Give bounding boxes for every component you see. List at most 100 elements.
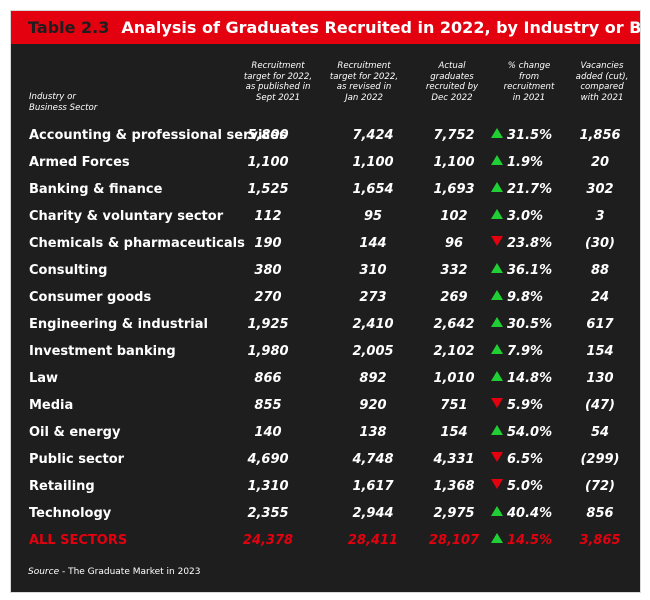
up-arrow-icon xyxy=(491,317,503,327)
header-sector: Industry or Business Sector xyxy=(29,92,179,113)
up-arrow-icon xyxy=(491,182,503,192)
change-cell: 40.4% xyxy=(491,500,559,527)
up-arrow-icon xyxy=(491,506,503,516)
target-value: 4,690 xyxy=(247,452,289,467)
target-value: 855 xyxy=(254,398,282,413)
header-line: Recruitment xyxy=(337,61,391,71)
sector-label: Engineering & industrial xyxy=(29,317,208,332)
header-sector-line: Business Sector xyxy=(29,102,98,113)
revised-value: 95 xyxy=(363,209,383,224)
up-arrow-icon xyxy=(491,371,503,381)
change-value: 5.0% xyxy=(507,479,544,494)
total-vacancies-value: 3,865 xyxy=(579,533,621,548)
total-target-value: 24,378 xyxy=(242,533,294,548)
revised-value: 1,617 xyxy=(352,479,394,494)
total-change-cell: 14.5% xyxy=(491,527,559,554)
down-arrow-icon xyxy=(491,398,503,408)
change-value: 7.9% xyxy=(507,344,544,359)
table-row: Armed Forces 1,100 1,100 1,100 1.9% 20 xyxy=(11,149,640,176)
up-arrow-icon xyxy=(491,209,503,219)
header-line: Vacancies xyxy=(580,61,624,71)
source-label: Source xyxy=(28,567,60,577)
change-cell: 9.8% xyxy=(491,284,559,311)
up-arrow-icon xyxy=(491,263,503,273)
sector-label: Consumer goods xyxy=(29,290,152,305)
sector-label: Media xyxy=(29,398,74,413)
vacancies-value: 3 xyxy=(595,209,605,224)
actual-value: 2,102 xyxy=(433,344,475,359)
change-value: 9.8% xyxy=(507,290,544,305)
change-value: 6.5% xyxy=(507,452,544,467)
source-text: - The Graduate Market in 2023 xyxy=(59,567,201,577)
change-cell: 36.1% xyxy=(491,257,559,284)
sector-label: Consulting xyxy=(29,263,108,278)
revised-value: 2,410 xyxy=(352,317,394,332)
table-row: Media 855 920 751 5.9% (47) xyxy=(11,392,640,419)
sector-label: Armed Forces xyxy=(29,155,130,170)
up-arrow-icon xyxy=(491,128,503,138)
sector-label: Law xyxy=(29,371,59,386)
source-note: Source - The Graduate Market in 2023 xyxy=(28,567,201,577)
change-cell: 30.5% xyxy=(491,311,559,338)
up-arrow-icon xyxy=(491,344,503,354)
vacancies-value: (47) xyxy=(585,398,615,413)
revised-value: 7,424 xyxy=(352,128,394,143)
actual-value: 1,693 xyxy=(433,182,475,197)
change-value: 54.0% xyxy=(507,425,553,440)
revised-value: 310 xyxy=(359,263,387,278)
table-row: Law 866 892 1,010 14.8% 130 xyxy=(11,365,640,392)
sector-label: Accounting & professional services xyxy=(29,128,287,143)
actual-value: 154 xyxy=(440,425,468,440)
change-cell: 31.5% xyxy=(491,122,559,149)
change-value: 5.9% xyxy=(507,398,544,413)
sector-label: Banking & finance xyxy=(29,182,163,197)
actual-value: 4,331 xyxy=(433,452,475,467)
vacancies-value: 130 xyxy=(586,371,614,386)
change-cell: 5.9% xyxy=(491,392,559,419)
change-cell: 14.8% xyxy=(491,365,559,392)
change-value: 30.5% xyxy=(507,317,553,332)
total-revised-value: 28,411 xyxy=(347,533,399,548)
target-value: 2,355 xyxy=(247,506,289,521)
actual-value: 2,975 xyxy=(433,506,475,521)
vacancies-value: 1,856 xyxy=(579,128,621,143)
header-line: % change xyxy=(507,61,551,71)
down-arrow-icon xyxy=(491,479,503,489)
table-row: Retailing 1,310 1,617 1,368 5.0% (72) xyxy=(11,473,640,500)
vacancies-value: 88 xyxy=(590,263,610,278)
sector-label: Investment banking xyxy=(29,344,176,359)
sector-label: Oil & energy xyxy=(29,425,121,440)
table-row: Public sector 4,690 4,748 4,331 6.5% (29… xyxy=(11,446,640,473)
header-line: added (cut), xyxy=(575,71,629,82)
table-number: Table 2.3 xyxy=(28,18,110,37)
table-row: Consumer goods 270 273 269 9.8% 24 xyxy=(11,284,640,311)
revised-value: 2,005 xyxy=(352,344,394,359)
target-value: 1,310 xyxy=(247,479,289,494)
actual-value: 7,752 xyxy=(433,128,475,143)
up-arrow-icon xyxy=(491,425,503,435)
actual-value: 1,368 xyxy=(433,479,475,494)
revised-value: 1,100 xyxy=(352,155,394,170)
table-row: Engineering & industrial 1,925 2,410 2,6… xyxy=(11,311,640,338)
table-row: Accounting & professional services 5,800… xyxy=(11,122,640,149)
target-value: 1,100 xyxy=(247,155,289,170)
vacancies-value: 20 xyxy=(590,155,610,170)
target-value: 1,980 xyxy=(247,344,289,359)
sector-label: Public sector xyxy=(29,452,125,467)
change-value: 23.8% xyxy=(507,236,553,251)
revised-value: 138 xyxy=(359,425,387,440)
actual-value: 102 xyxy=(440,209,468,224)
header-line: as published in xyxy=(245,82,311,92)
change-cell: 23.8% xyxy=(491,230,559,257)
revised-value: 273 xyxy=(359,290,387,305)
header-line: in 2021 xyxy=(512,92,546,103)
revised-value: 2,944 xyxy=(352,506,394,521)
header-line: graduates xyxy=(430,71,474,82)
header-actual: Actual graduates recruited by Dec 2022 xyxy=(412,61,492,103)
header-sector-line: Industry or xyxy=(29,92,76,102)
target-value: 270 xyxy=(254,290,282,305)
change-value: 14.8% xyxy=(507,371,553,386)
change-value: 1.9% xyxy=(507,155,544,170)
target-value: 140 xyxy=(254,425,282,440)
vacancies-value: (30) xyxy=(585,236,615,251)
